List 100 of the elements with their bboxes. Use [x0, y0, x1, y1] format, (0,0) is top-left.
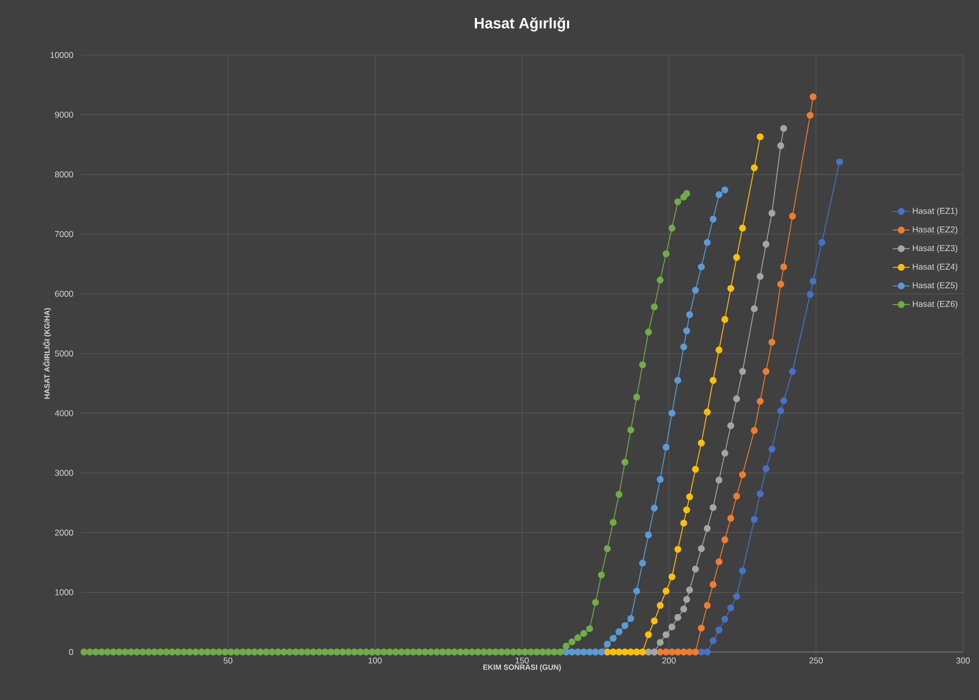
point	[733, 593, 740, 600]
point	[739, 368, 746, 375]
point	[656, 639, 664, 646]
point	[756, 398, 764, 405]
point	[756, 273, 764, 280]
point	[650, 648, 658, 656]
point	[680, 520, 688, 526]
point	[680, 648, 688, 656]
point	[716, 476, 722, 484]
point	[683, 596, 690, 603]
point	[739, 471, 746, 478]
point	[721, 536, 728, 544]
point	[686, 648, 694, 656]
point	[633, 648, 640, 656]
point	[674, 376, 682, 384]
point	[621, 648, 628, 656]
y-tick-label: 6000	[55, 290, 74, 297]
y-tick-label: 7000	[55, 231, 74, 238]
point	[698, 440, 705, 446]
point	[704, 408, 711, 416]
point	[627, 648, 634, 656]
point	[604, 640, 611, 648]
y-tick-label: 10000	[50, 52, 74, 58]
point	[721, 450, 728, 457]
point	[680, 606, 688, 612]
point	[789, 368, 796, 375]
point	[639, 560, 646, 566]
point	[768, 338, 776, 346]
y-tick-label: 9000	[55, 112, 74, 118]
point	[698, 263, 705, 270]
point	[598, 648, 605, 656]
point	[662, 444, 670, 451]
point	[656, 648, 664, 656]
point	[806, 112, 814, 119]
point	[762, 368, 770, 375]
point	[721, 616, 728, 623]
point	[683, 327, 690, 334]
point	[574, 648, 582, 656]
x-tick-label: 300	[956, 658, 970, 664]
point	[762, 465, 770, 472]
point	[644, 631, 652, 638]
x-tick-label: 200	[662, 658, 676, 664]
point	[586, 648, 594, 656]
x-tick-label: 100	[368, 658, 382, 664]
x-tick-label: 150	[516, 658, 529, 664]
x-tick-label: 250	[809, 658, 823, 664]
point	[756, 133, 764, 140]
chart-title: Hasat Ağırlığı	[474, 17, 570, 32]
point	[633, 588, 640, 595]
point	[656, 602, 664, 609]
point	[716, 626, 722, 634]
legend-label: Hasat (EZ6)	[912, 300, 958, 309]
point	[810, 93, 817, 100]
point	[780, 263, 788, 270]
y-tick-label: 3000	[54, 470, 74, 476]
point	[662, 648, 670, 656]
point	[668, 623, 676, 630]
point	[710, 581, 717, 588]
point	[750, 164, 758, 172]
y-tick-label: 8000	[55, 171, 74, 178]
point	[716, 191, 722, 198]
point	[789, 212, 796, 220]
point	[727, 284, 734, 292]
point	[692, 286, 699, 294]
point	[704, 648, 711, 656]
point	[616, 648, 622, 656]
point	[721, 316, 728, 323]
y-tick-label: 4000	[54, 410, 74, 416]
point	[610, 648, 617, 656]
point	[768, 210, 776, 217]
point	[739, 567, 746, 574]
point	[704, 239, 711, 246]
point	[721, 186, 728, 194]
point	[710, 216, 717, 223]
point	[674, 614, 682, 621]
point	[762, 240, 770, 248]
point	[674, 648, 682, 656]
point	[692, 648, 699, 656]
point	[806, 290, 814, 298]
point	[680, 343, 688, 350]
point	[674, 546, 682, 553]
legend-label: Hasat (EZ4)	[912, 263, 958, 272]
point	[668, 410, 676, 417]
point	[692, 466, 699, 473]
point	[710, 504, 717, 511]
point	[704, 602, 711, 609]
point	[639, 648, 646, 656]
point	[750, 516, 758, 523]
point	[818, 239, 826, 246]
point	[710, 376, 717, 384]
y-tick-label: 1000	[55, 589, 74, 596]
point	[727, 422, 734, 430]
point	[616, 628, 622, 636]
point	[836, 158, 843, 166]
legend-label: Hasat (EZ2)	[912, 226, 958, 234]
y-tick-label: 0	[69, 649, 74, 655]
point	[686, 493, 694, 500]
point	[750, 427, 758, 434]
point	[750, 305, 758, 312]
point	[727, 514, 734, 522]
